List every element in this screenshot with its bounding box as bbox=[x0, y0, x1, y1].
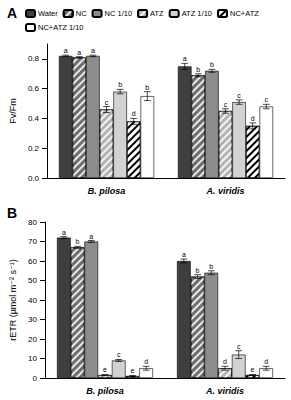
svg-text:0.0: 0.0 bbox=[28, 174, 40, 183]
svg-text:40: 40 bbox=[28, 296, 37, 305]
svg-text:a: a bbox=[89, 233, 93, 240]
svg-text:b: b bbox=[210, 61, 214, 68]
svg-text:b: b bbox=[118, 81, 122, 88]
svg-text:B: B bbox=[7, 205, 17, 221]
svg-text:b: b bbox=[145, 84, 149, 91]
svg-text:0.6: 0.6 bbox=[28, 84, 40, 93]
svg-text:A: A bbox=[7, 5, 17, 21]
svg-text:50: 50 bbox=[28, 276, 37, 285]
svg-text:0.8: 0.8 bbox=[28, 54, 40, 63]
svg-text:e: e bbox=[103, 366, 107, 373]
svg-text:Water: Water bbox=[38, 9, 58, 18]
svg-text:ATZ 1/10: ATZ 1/10 bbox=[182, 9, 212, 18]
svg-text:Fv/Fm: Fv/Fm bbox=[8, 98, 18, 124]
svg-text:a: a bbox=[77, 49, 81, 56]
svg-text:a: a bbox=[62, 229, 66, 236]
svg-text:a: a bbox=[91, 47, 95, 54]
svg-text:B. pilosa: B. pilosa bbox=[88, 186, 126, 196]
svg-text:c: c bbox=[237, 92, 241, 99]
svg-text:d: d bbox=[132, 110, 136, 117]
svg-text:NC 1/10: NC 1/10 bbox=[105, 9, 133, 18]
svg-text:NC+ATZ 1/10: NC+ATZ 1/10 bbox=[38, 23, 84, 32]
svg-text:c: c bbox=[105, 99, 109, 106]
svg-text:a: a bbox=[64, 47, 68, 54]
svg-text:d: d bbox=[251, 115, 255, 122]
svg-text:0.2: 0.2 bbox=[28, 144, 40, 153]
svg-text:70: 70 bbox=[28, 237, 37, 246]
svg-text:e: e bbox=[250, 366, 254, 373]
svg-text:NC: NC bbox=[76, 9, 87, 18]
svg-text:a: a bbox=[183, 55, 187, 62]
svg-text:c: c bbox=[117, 351, 121, 358]
svg-text:c: c bbox=[237, 343, 241, 350]
svg-text:80: 80 bbox=[28, 218, 37, 227]
svg-text:d: d bbox=[144, 358, 148, 365]
svg-text:b: b bbox=[209, 263, 213, 270]
svg-text:a: a bbox=[182, 251, 186, 258]
svg-text:c: c bbox=[265, 96, 269, 103]
svg-text:NC+ATZ: NC+ATZ bbox=[230, 9, 259, 18]
svg-text:d: d bbox=[264, 358, 268, 365]
svg-text:b: b bbox=[76, 238, 80, 245]
svg-text:20: 20 bbox=[28, 335, 37, 344]
svg-text:10: 10 bbox=[28, 354, 37, 363]
svg-text:c: c bbox=[224, 101, 228, 108]
svg-text:A. viridis: A. viridis bbox=[205, 186, 244, 196]
svg-text:0: 0 bbox=[33, 374, 38, 383]
svg-text:60: 60 bbox=[28, 257, 37, 266]
svg-text:e: e bbox=[130, 367, 134, 374]
svg-text:A. viridis: A. viridis bbox=[205, 386, 244, 396]
svg-text:b: b bbox=[196, 66, 200, 73]
svg-text:ATZ: ATZ bbox=[150, 9, 164, 18]
svg-text:rETR (µmol m⁻² s⁻¹): rETR (µmol m⁻² s⁻¹) bbox=[8, 259, 18, 341]
svg-text:b: b bbox=[196, 267, 200, 274]
svg-text:0.4: 0.4 bbox=[28, 114, 40, 123]
svg-text:B. pilosa: B. pilosa bbox=[86, 386, 124, 396]
svg-text:d: d bbox=[223, 358, 227, 365]
svg-text:30: 30 bbox=[28, 315, 37, 324]
